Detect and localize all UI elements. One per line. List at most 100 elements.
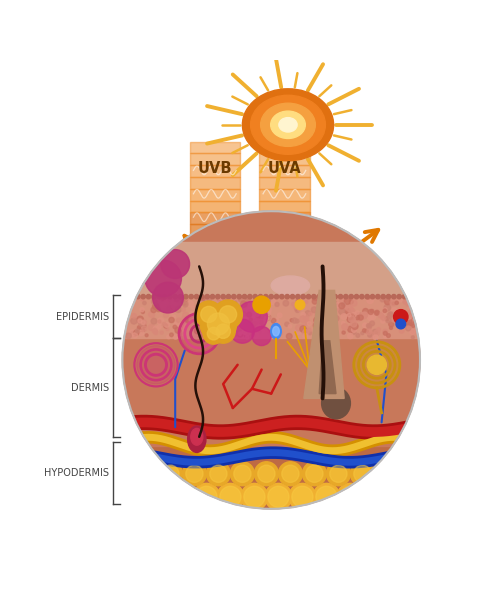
Circle shape [248,310,253,315]
Circle shape [302,329,309,335]
Circle shape [317,316,323,322]
Circle shape [256,309,260,313]
Circle shape [332,305,335,308]
Circle shape [342,331,345,334]
Circle shape [226,294,232,301]
Circle shape [133,330,139,335]
Circle shape [338,295,343,299]
Circle shape [392,302,395,305]
Circle shape [161,296,166,301]
Circle shape [158,320,161,323]
Circle shape [330,465,347,482]
Circle shape [368,314,373,320]
Bar [190,260,240,271]
Circle shape [262,325,265,328]
Circle shape [239,332,241,335]
Circle shape [241,314,244,317]
Circle shape [151,318,157,324]
Circle shape [230,319,254,343]
Circle shape [263,295,269,301]
Circle shape [409,484,436,510]
Bar [190,248,240,260]
Circle shape [301,295,305,299]
Circle shape [157,325,161,329]
Circle shape [397,319,403,325]
Ellipse shape [251,95,325,154]
Circle shape [157,295,161,299]
Circle shape [292,318,297,323]
Circle shape [300,316,306,322]
Text: DERMIS: DERMIS [71,383,109,392]
Circle shape [383,308,387,311]
Circle shape [258,319,263,324]
Circle shape [216,296,220,300]
Circle shape [370,321,374,326]
Circle shape [145,334,148,337]
Circle shape [201,295,207,301]
Circle shape [314,317,320,323]
Circle shape [168,295,172,299]
Circle shape [317,309,321,312]
Circle shape [412,296,415,299]
Circle shape [412,324,415,328]
Circle shape [399,322,402,325]
Bar [190,224,240,236]
Circle shape [275,302,279,307]
Circle shape [183,312,188,318]
Circle shape [142,310,144,314]
Circle shape [307,322,311,326]
Circle shape [169,298,173,302]
Circle shape [244,486,265,508]
Ellipse shape [188,426,206,452]
Circle shape [295,308,298,311]
Circle shape [375,310,379,315]
Circle shape [350,320,357,327]
Circle shape [271,319,276,323]
Circle shape [214,306,219,312]
Circle shape [217,295,222,299]
Circle shape [366,294,371,299]
Circle shape [296,325,302,331]
Circle shape [362,323,367,328]
Circle shape [269,298,276,304]
Circle shape [356,334,360,337]
Circle shape [343,305,348,310]
Circle shape [175,327,181,333]
Circle shape [125,295,130,299]
Circle shape [408,305,415,311]
Circle shape [331,329,334,333]
Circle shape [388,486,409,508]
Circle shape [397,322,402,328]
Bar [259,271,310,283]
Circle shape [249,318,252,321]
Circle shape [354,465,371,482]
Circle shape [261,325,264,328]
Circle shape [349,300,353,304]
Circle shape [170,305,174,309]
Circle shape [196,486,217,508]
Circle shape [373,335,378,340]
Circle shape [217,484,244,510]
Bar [118,295,425,338]
Circle shape [394,319,398,323]
Circle shape [252,322,258,328]
Circle shape [340,298,346,304]
Circle shape [242,317,248,322]
Circle shape [221,330,224,333]
Ellipse shape [271,323,281,339]
Bar [190,236,240,248]
Circle shape [131,318,137,324]
Circle shape [254,462,278,486]
Circle shape [223,330,229,337]
Polygon shape [304,290,344,398]
Circle shape [411,336,414,339]
Circle shape [179,332,183,336]
Circle shape [233,313,239,319]
Circle shape [350,462,374,486]
Circle shape [307,328,311,332]
Circle shape [385,484,412,510]
Circle shape [352,313,356,317]
Circle shape [302,462,326,486]
Ellipse shape [242,89,334,161]
Circle shape [384,334,387,338]
